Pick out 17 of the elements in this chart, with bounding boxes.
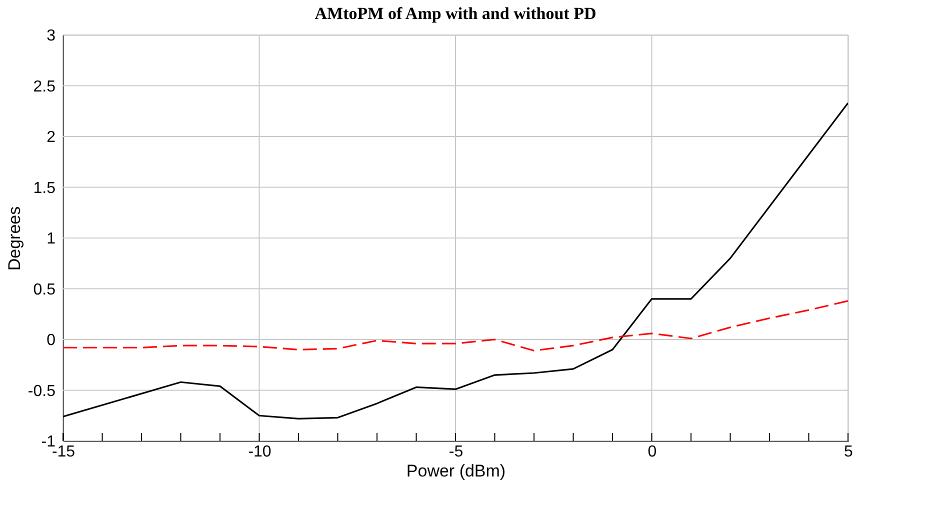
x-tick-label: -5 [448, 444, 464, 460]
y-tick-label: 2 [46, 129, 56, 146]
y-tick-label: -0.5 [28, 382, 56, 400]
x-axis-title: Power (dBm) [406, 462, 506, 480]
x-tick-label: 5 [844, 444, 854, 460]
y-tick-label: 2.5 [33, 78, 56, 96]
y-tick-label: 0.5 [33, 281, 56, 298]
chart-title: AMtoPM of Amp with and without PD [314, 4, 596, 23]
line-series [63, 300, 848, 352]
y-tick-label: 1.5 [33, 180, 56, 197]
x-tick-label: 0 [648, 444, 657, 460]
y-axis-title: Degrees [4, 206, 24, 271]
y-tick-label: 0 [46, 332, 56, 349]
y-tick-label: 1 [46, 230, 56, 248]
y-tick-label: 3 [46, 28, 56, 44]
y-tick-label: -1 [41, 434, 56, 450]
x-tick-label: -10 [248, 444, 272, 460]
